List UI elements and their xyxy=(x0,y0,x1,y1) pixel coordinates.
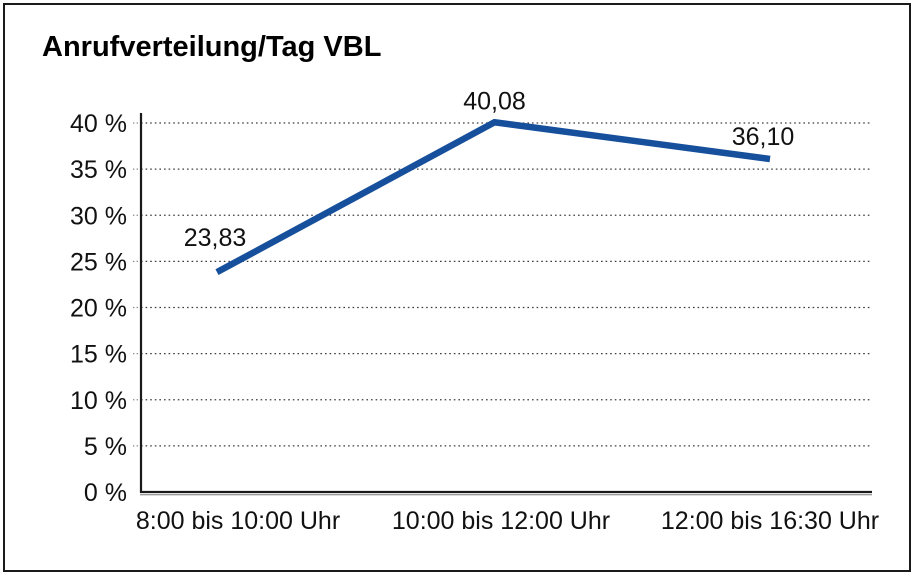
y-tick-label: 0 % xyxy=(84,479,127,507)
series-line xyxy=(215,118,771,276)
y-tick-label: 10 % xyxy=(70,387,127,415)
data-label: 23,83 xyxy=(184,224,247,252)
y-tick-label: 5 % xyxy=(84,433,127,461)
chart-title: Anrufverteilung/Tag VBL xyxy=(42,31,382,63)
y-tick-label: 25 % xyxy=(70,248,127,276)
x-category-label: 10:00 bis 12:00 Uhr xyxy=(392,507,610,535)
y-tick-label: 20 % xyxy=(70,295,127,323)
y-tick-label: 35 % xyxy=(70,156,127,184)
x-category-label: 12:00 bis 16:30 Uhr xyxy=(661,507,879,535)
y-tick-label: 40 % xyxy=(70,110,127,138)
chart-panel-border xyxy=(3,3,911,572)
y-tick-label: 15 % xyxy=(70,341,127,369)
data-label: 36,10 xyxy=(732,123,795,151)
data-label: 40,08 xyxy=(463,87,526,115)
x-category-label: 8:00 bis 10:00 Uhr xyxy=(136,507,340,535)
y-tick-label: 30 % xyxy=(70,202,127,230)
